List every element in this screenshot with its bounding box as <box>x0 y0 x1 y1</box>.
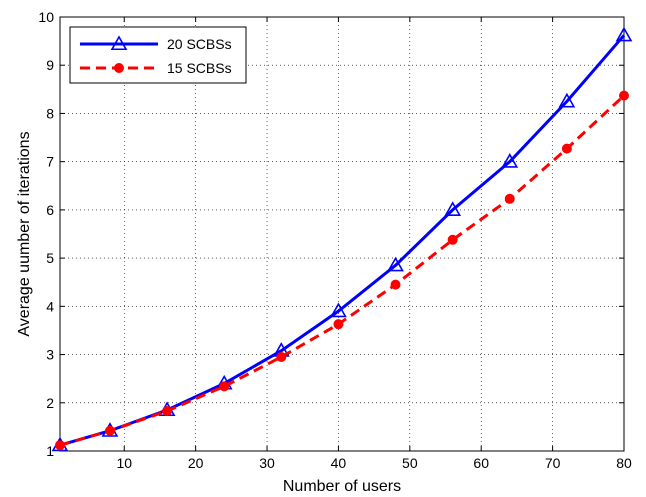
data-point <box>615 26 633 42</box>
data-point <box>447 234 458 245</box>
data-point <box>114 63 124 73</box>
x-tick-label: 70 <box>545 455 561 471</box>
data-point <box>219 381 230 392</box>
y-tick-label: 8 <box>46 105 54 121</box>
legend-label: 20 SCBSs <box>167 36 232 52</box>
y-tick-label: 5 <box>46 250 54 266</box>
series-line <box>59 94 626 447</box>
y-tick-label: 10 <box>38 9 54 25</box>
y-tick-label: 6 <box>46 202 54 218</box>
y-tick-label: 3 <box>46 347 54 363</box>
x-tick-label: 10 <box>116 455 132 471</box>
legend-label: 15 SCBSs <box>167 60 232 76</box>
legend-entry: 15 SCBSs <box>80 60 232 76</box>
data-point <box>276 351 287 362</box>
data-point <box>619 90 629 101</box>
y-tick-label: 9 <box>46 57 54 73</box>
series-2 <box>55 90 629 451</box>
data-point <box>110 35 128 51</box>
data-point <box>444 201 462 216</box>
x-tick-label: 80 <box>616 455 632 471</box>
legend-box <box>69 26 247 84</box>
data-point <box>558 92 576 108</box>
data-point <box>333 319 344 330</box>
x-tick-label: 60 <box>473 455 489 471</box>
plot-frame <box>59 16 625 452</box>
x-tick-label: 40 <box>331 455 347 471</box>
data-point <box>330 302 347 318</box>
y-tick-label: 4 <box>46 298 54 314</box>
legend-entry: 20 SCBSs <box>80 35 232 52</box>
y-axis-label: Average uumber of iterations <box>16 131 33 336</box>
x-tick-label: 30 <box>259 455 275 471</box>
y-tick-label: 7 <box>46 154 54 170</box>
data-point <box>504 193 515 204</box>
data-point <box>55 440 65 451</box>
series-line <box>59 34 626 447</box>
data-point <box>501 153 519 168</box>
data-point <box>387 256 404 272</box>
y-tick-label: 1 <box>46 443 54 459</box>
axis-ticks: 10 20 30 40 50 60 70 80 1 2 3 4 5 6 7 8 9 10 <box>38 9 632 471</box>
series-1 <box>51 26 633 452</box>
data-point <box>162 405 173 416</box>
grid-lines <box>60 17 624 451</box>
data-point <box>104 425 115 436</box>
x-axis-label: Number of users <box>283 478 401 495</box>
y-tick-label: 2 <box>46 395 54 411</box>
legend: 20 SCBSs 15 SCBSs <box>69 26 247 84</box>
data-point <box>561 143 572 154</box>
series-layer <box>51 26 633 452</box>
x-tick-label: 50 <box>402 455 418 471</box>
x-tick-label: 20 <box>188 455 204 471</box>
data-point <box>390 279 401 290</box>
